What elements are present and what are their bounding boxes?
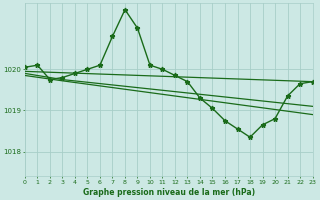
X-axis label: Graphe pression niveau de la mer (hPa): Graphe pression niveau de la mer (hPa) xyxy=(83,188,255,197)
